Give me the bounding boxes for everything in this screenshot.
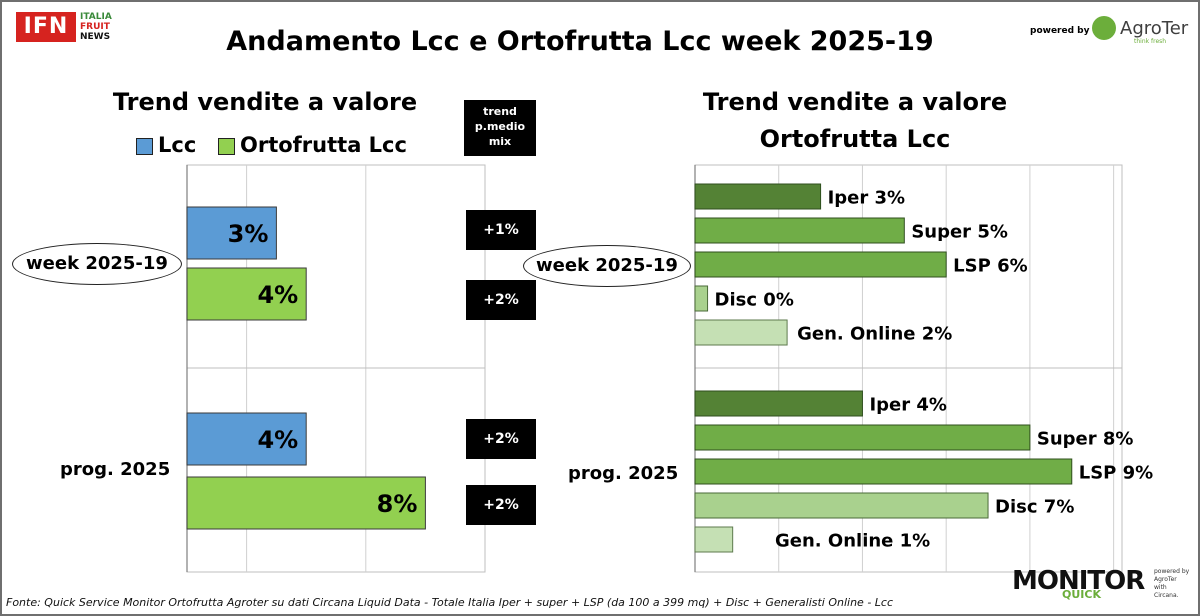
legend-lcc-swatch: [136, 138, 153, 155]
right-bar-iper: [694, 183, 822, 210]
right-bar-value-label: Gen. Online 1%: [775, 531, 930, 552]
right-bar-lsp: [694, 251, 947, 278]
ifn-logo: IFN: [16, 12, 76, 42]
trend-pill-week-lcc: +1%: [466, 210, 536, 250]
right-bar-value-label: Disc 0%: [715, 290, 794, 311]
left-bar-value-label: 4%: [257, 281, 298, 309]
left-bar-value-label: 8%: [377, 490, 418, 518]
agroter-logo-name: AgroTer: [1120, 18, 1189, 39]
ifn-line-3: NEWS: [80, 32, 111, 42]
monitor-quick-logo-word: MONITOR: [1012, 566, 1145, 596]
right-group-prog-label: prog. 2025: [568, 463, 679, 484]
right-bar-lsp: [694, 458, 1073, 485]
right-bar-value-label: Disc 7%: [995, 497, 1074, 518]
mq-side-3: with: [1154, 584, 1167, 591]
left-panel-title: Trend vendite a valore: [112, 88, 418, 116]
left-group-prog-label: prog. 2025: [60, 459, 171, 480]
agroter-tree-icon: [1092, 16, 1116, 40]
right-bar-value-label: Super 8%: [1037, 429, 1134, 450]
right-bar-super: [694, 424, 1031, 451]
monitor-quick-side-text: powered by AgroTer with Circana.: [1154, 568, 1189, 600]
left-bar-lcc: [186, 412, 307, 466]
legend-ortofrutta-label: Ortofrutta Lcc: [240, 133, 407, 157]
left-bar-value-label: 4%: [257, 426, 298, 454]
right-panel-title-line-1: Trend vendite a valore: [702, 88, 1008, 116]
right-bar-disc: [694, 285, 709, 312]
legend-lcc-label: Lcc: [158, 133, 197, 157]
monitor-quick-logo-sub: QUICK: [1062, 588, 1101, 601]
mq-side-4: Circana.: [1154, 592, 1179, 599]
right-panel-title-line-2: Ortofrutta Lcc: [759, 125, 951, 153]
left-bar-ortofrutta-lcc: [186, 267, 307, 321]
ifn-line-1: ITALIA: [80, 12, 112, 22]
legend-ortofrutta-swatch: [218, 138, 235, 155]
left-chart-bars: 3% 4% 4% 8% Iper 3% Iper 4% Super 5% Super 8% LS…: [186, 183, 1153, 553]
ifn-line-2: FRUIT: [80, 22, 110, 32]
right-bar-value-label: LSP 6%: [953, 256, 1027, 277]
trend-header: trend p.medio mix: [464, 100, 536, 156]
agroter-logo-tagline: think fresh: [1134, 38, 1167, 45]
mq-side-2: AgroTer: [1154, 576, 1177, 583]
left-bar-lcc: [186, 206, 277, 260]
right-bar-gen-online: [694, 526, 734, 553]
trend-pill-week-ortofrutta: +2%: [466, 280, 536, 320]
right-bar-disc: [694, 492, 989, 519]
ifn-logo-text: ITALIA FRUIT NEWS: [80, 12, 112, 42]
mq-side-1: powered by: [1154, 568, 1190, 575]
right-bar-value-label: LSP 9%: [1079, 463, 1153, 484]
right-group-week-label: week 2025-19: [523, 245, 691, 287]
left-group-week-label: week 2025-19: [12, 243, 182, 285]
trend-pill-prog-lcc: +2%: [466, 419, 536, 459]
right-bar-value-label: Iper 3%: [828, 188, 906, 209]
trend-header-line-1: trend: [483, 105, 517, 118]
right-bar-gen-online: [694, 319, 788, 346]
right-bar-value-label: Gen. Online 2%: [797, 324, 952, 345]
right-bar-value-label: Super 5%: [911, 222, 1008, 243]
left-bar-ortofrutta-lcc: [186, 476, 426, 530]
trend-header-line-3: mix: [488, 135, 512, 148]
right-bar-iper: [694, 390, 863, 417]
right-bar-value-label: Iper 4%: [869, 395, 947, 416]
trend-pill-prog-ortofrutta: +2%: [466, 485, 536, 525]
source-footnote: Fonte: Quick Service Monitor Ortofrutta …: [6, 596, 894, 609]
right-bar-super: [694, 217, 905, 244]
powered-by-label: powered by: [1030, 26, 1090, 36]
left-bar-value-label: 3%: [228, 220, 269, 248]
trend-header-line-2: p.medio: [474, 120, 526, 133]
main-title: Andamento Lcc e Ortofrutta Lcc week 2025…: [226, 26, 934, 57]
